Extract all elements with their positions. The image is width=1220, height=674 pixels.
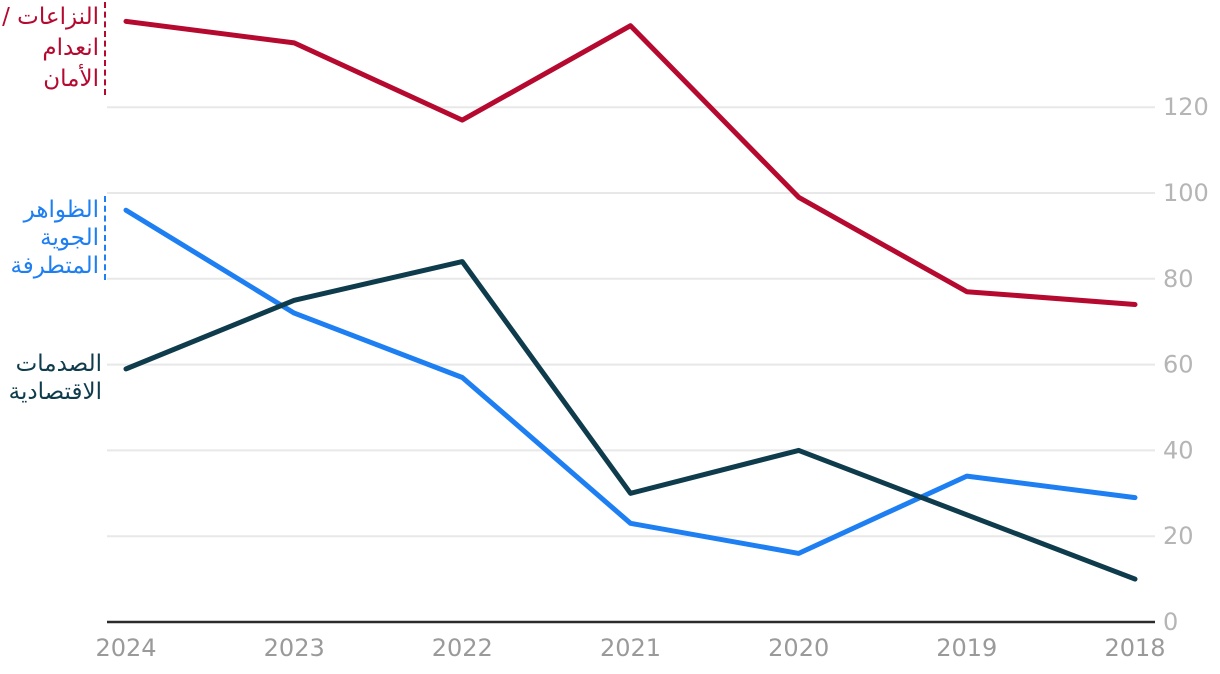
x-axis-year-label: 2021	[600, 634, 661, 662]
x-axis-year-label: 2020	[768, 634, 829, 662]
y-axis-tick-label: 120	[1163, 93, 1209, 121]
x-axis-year-label: 2024	[95, 634, 156, 662]
y-axis-tick-label: 80	[1163, 265, 1194, 293]
series-label-extreme-weather: الظواهر الجوية المتطرفة	[10, 196, 106, 280]
series-label-text: الظواهر	[23, 197, 99, 223]
series-label-text: الاقتصادية	[8, 379, 102, 405]
series-label-text: المتطرفة	[10, 253, 99, 279]
series-line-extreme-weather	[123, 207, 1138, 556]
x-axis-year-label: 2019	[936, 634, 997, 662]
series-line-economic-shocks	[123, 259, 1138, 582]
x-axis-year-label: 2022	[432, 634, 493, 662]
series-line-conflict-insecurity	[123, 18, 1138, 307]
series-label-text: النزاعات /	[2, 4, 99, 30]
y-axis-tick-label: 20	[1163, 522, 1194, 550]
series-label-conflict-insecurity: النزاعات / انعدام الأمان	[2, 2, 106, 95]
series-label-text: الصدمات	[15, 351, 102, 377]
x-axis-year-label: 2023	[264, 634, 325, 662]
y-axis-tick-label: 100	[1163, 179, 1209, 207]
series-label-text: الأمان	[43, 66, 99, 92]
x-axis-year-label: 2018	[1104, 634, 1165, 662]
series-label-economic-shocks: الصدمات الاقتصادية	[9, 350, 102, 406]
series-label-text: الجوية	[40, 225, 99, 251]
series-label-text: انعدام	[42, 35, 99, 61]
y-axis-tick-label: 60	[1163, 351, 1194, 379]
y-axis-tick-label: 40	[1163, 436, 1194, 464]
y-axis-tick-label: 0	[1163, 608, 1178, 636]
